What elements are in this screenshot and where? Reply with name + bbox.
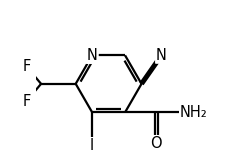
Text: N: N: [156, 48, 167, 63]
Text: F: F: [22, 94, 31, 109]
Text: I: I: [90, 138, 94, 153]
Text: N: N: [87, 48, 98, 63]
Text: NH₂: NH₂: [180, 105, 207, 120]
Text: F: F: [22, 59, 31, 74]
Text: O: O: [150, 136, 162, 151]
